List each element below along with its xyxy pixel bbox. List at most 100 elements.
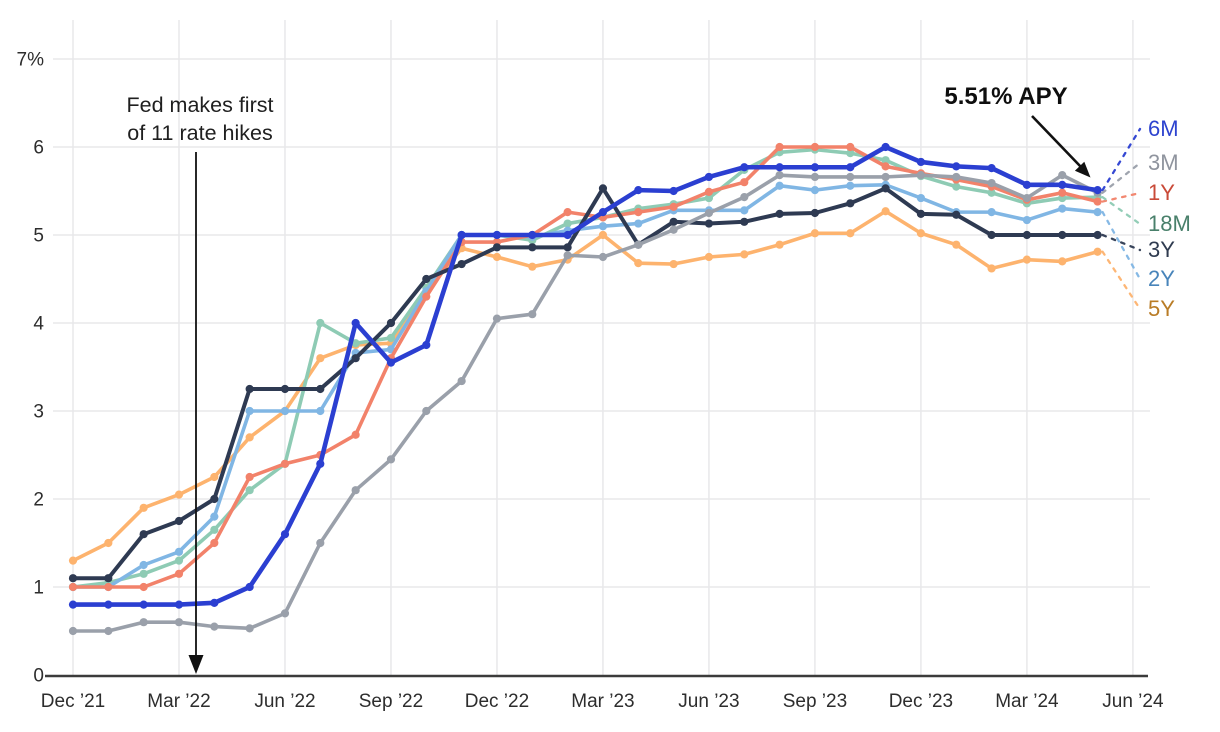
data-point [704,252,714,262]
legend-label-18M: 18M [1148,211,1191,236]
y-tick-label: 3 [33,402,44,423]
data-point [422,274,431,284]
data-point [386,455,396,464]
data-point [704,172,714,182]
leader-line-1Y [1101,191,1142,203]
x-tick-label: Jun ’23 [678,691,739,712]
fed-annotation-line2: of 11 rate hikes [127,121,272,145]
data-point [952,240,961,249]
data-point [210,598,219,607]
data-point [669,217,678,226]
data-point [351,339,360,348]
data-point [952,182,961,191]
data-point [174,516,184,526]
data-point [210,494,219,504]
data-point [740,163,749,172]
data-point [775,209,784,218]
data-point [881,172,890,182]
data-point [669,259,678,269]
series-lines [68,142,1102,636]
data-point [563,219,572,228]
data-point [386,318,396,328]
data-point [245,486,254,495]
y-axis-tick-labels: 7% 6 5 4 3 2 1 0 [17,50,45,687]
data-point [1093,186,1102,195]
data-point [987,208,996,217]
data-point [457,259,466,269]
data-point [987,264,996,273]
data-point [280,406,290,416]
x-tick-label: Sep ’22 [359,691,423,712]
series-3Y [68,184,1102,583]
leader-line-3M [1101,161,1142,194]
data-point [104,538,113,548]
data-point [351,354,360,363]
data-point [563,230,572,240]
leader-line-3Y [1101,233,1142,252]
data-point [1058,230,1067,240]
data-point [280,459,290,468]
fed-arrow-head-icon [188,655,204,674]
data-point [210,512,219,521]
data-point [245,472,254,482]
series-5Y [68,207,1102,565]
data-point [280,530,290,539]
data-point [174,618,184,627]
data-point [1058,188,1067,197]
x-tick-label: Mar ’24 [995,691,1059,712]
data-point [1093,247,1102,256]
data-point [1058,171,1067,180]
legend-leader-lines [1101,127,1142,311]
series-line-5Y [71,209,1100,563]
series-dots-3Y [68,184,1102,583]
data-point [916,171,926,180]
data-point [174,556,184,565]
data-point [598,230,608,240]
apy-annotation: 5.51% APY [944,83,1067,110]
legend-label-1Y: 1Y [1148,180,1175,205]
data-point [245,582,254,592]
data-point [916,193,926,203]
data-point [316,459,325,468]
data-point [492,252,502,262]
data-point [68,626,78,636]
fed-annotation-line1: Fed makes first [127,93,274,117]
data-point [1022,193,1032,203]
data-point [634,259,643,268]
data-point [174,490,184,499]
data-point [810,172,820,182]
data-point [210,472,219,482]
legend-label-6M: 6M [1148,116,1179,141]
data-point [174,569,184,578]
data-point [68,574,78,583]
y-tick-label: 6 [33,138,44,159]
data-point [775,171,784,180]
data-point [351,318,360,328]
data-point [245,433,254,442]
data-point [174,547,184,556]
data-point [1093,230,1102,240]
data-point [1058,204,1067,213]
data-point [775,163,784,172]
data-point [104,574,113,583]
data-point [740,193,749,202]
data-point [492,314,502,323]
data-point [422,340,431,350]
data-point [68,556,78,565]
data-point [810,208,820,218]
data-point [1022,230,1032,240]
data-point [810,229,820,238]
series-6M [68,142,1102,609]
x-tick-label: Dec ’23 [889,691,953,712]
y-tick-label: 1 [33,578,44,599]
data-point [987,164,996,173]
data-point [139,560,148,570]
data-point [492,243,502,252]
data-point [846,199,855,208]
data-point [669,186,678,196]
data-point [775,240,784,249]
data-point [422,292,431,301]
fed-rate-hike-annotation: Fed makes first of 11 rate hikes [127,93,274,674]
